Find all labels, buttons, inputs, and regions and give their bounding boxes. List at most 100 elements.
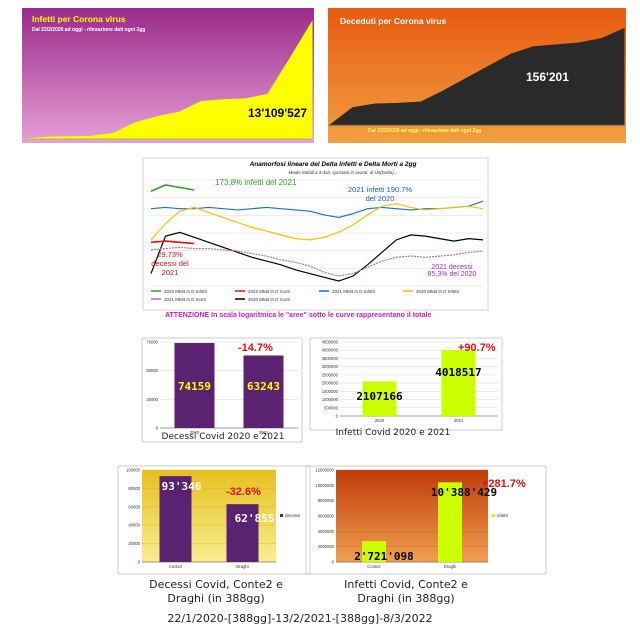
y-tick-label: 100000 (126, 468, 141, 473)
y-tick-label: 8000000 (318, 498, 335, 503)
footer-dates: 22/1/2020-[388gg]-13/2/2021-[388gg]-8/3/… (167, 612, 433, 625)
chart-frame (309, 337, 503, 431)
chart-subtitle: Dal 22/2/2020 ad oggi - rilevazione dati… (368, 128, 482, 134)
legend-swatch (280, 514, 283, 517)
caption-infetti-conte-draghi: Infetti Covid, Conte2 e Draghi (in 388gg… (344, 578, 468, 605)
legend-label: decessi (285, 513, 300, 518)
delta-line-chart: 2022 MM3 ln D Infetti 2022 MM3 ln D morti… (142, 157, 489, 326)
y-tick-label: 75000 (146, 340, 158, 345)
annotation-2022-infetti: 173.8% infetti del 2021 (215, 178, 297, 187)
chart-title: Infetti per Corona virus (32, 14, 126, 24)
plot-frame (142, 157, 489, 311)
area-series (23, 20, 313, 140)
x-tick-label: Conte2 (367, 564, 381, 569)
y-tick-label: 0 (332, 560, 335, 565)
caption-decessi-conte-draghi: Decessi Covid, Conte2 e Draghi (in 388gg… (149, 578, 283, 605)
y-tick-label: 4000000 (322, 348, 339, 353)
chart-title: Deceduti per Corona virus (340, 16, 447, 26)
y-tick-label: 12000000 (315, 468, 334, 473)
bar (243, 355, 284, 428)
annotation-2021-decessi: 2021 decessi 85.3% del 2020 (427, 264, 477, 278)
decessi-bar-svg: 75000 50000 25000 0 2020 74159 2021 63243 (141, 337, 303, 443)
bar (362, 541, 386, 562)
y-tick-label: 25000 (146, 397, 158, 402)
value-label: 74159 (178, 380, 211, 393)
y-tick-label: 1000000 (322, 397, 339, 402)
x-tick-label: Draghi (444, 564, 456, 569)
y-tick-label: 10000000 (315, 483, 334, 488)
change-percent: +90.7% (458, 342, 496, 354)
y-tick-label: 0 (336, 414, 339, 419)
infetti-bar-svg: 4500000 4000000 3500000 3000000 2500000 20000… (309, 337, 503, 431)
decessi-conte-draghi-chart: 100000 80000 60000 40000 20000 0 Conte2 93'346 D… (117, 465, 311, 575)
y-tick-label: 3500000 (322, 356, 339, 361)
line-series (150, 246, 484, 277)
x-tick-label: 2021 (259, 430, 269, 435)
value-label: 62'855 (235, 512, 275, 525)
x-tick-label: 2021 (454, 418, 464, 423)
annotation-2021-infetti: 2021 infetti 190.7% del 2020 (347, 185, 413, 203)
x-tick-label: Conte2 (169, 564, 183, 569)
change-percent: -14.7% (238, 342, 273, 354)
bar (441, 349, 476, 416)
bar (438, 482, 462, 562)
annotation-2022-decessi: 29.73% decessi del 2021 (151, 250, 189, 277)
legend-label: 2020 MM3 ln D morti (248, 297, 290, 302)
chart-frame (141, 337, 303, 443)
x-tick-label: 2020 (190, 430, 200, 435)
chart-title: Anamorfosi lineare del Delta Infetti e D… (249, 161, 417, 168)
bar (362, 381, 397, 416)
legend-label: 2022 MM3 ln D morti (248, 289, 290, 294)
y-tick-label: 6000000 (318, 514, 335, 519)
infetti-area-svg (22, 8, 314, 143)
decessi-2020-2021-chart: 75000 50000 25000 0 2020 74159 2021 63243 -14.7… (141, 337, 303, 443)
chart-frame (117, 465, 311, 575)
bar (174, 342, 215, 428)
infetti-conte-draghi-svg: 12000000 10000000 8000000 6000000 4000000 200… (305, 465, 547, 575)
y-tick-label: 40000 (128, 523, 140, 528)
deceduti-area-svg (328, 8, 626, 143)
deceduti-area-chart: Deceduti per Corona virus Dal 22/2/2020 … (328, 8, 626, 143)
infetti-conte-draghi-chart: 12000000 10000000 8000000 6000000 4000000 200… (305, 465, 547, 575)
line-series (150, 200, 484, 219)
y-tick-label: 1500000 (322, 389, 339, 394)
y-tick-label: 60000 (128, 504, 140, 509)
change-percent: -32.6% (226, 486, 261, 498)
value-label: 93'346 (162, 480, 202, 493)
line-series (150, 231, 484, 282)
legend-swatch (492, 514, 495, 517)
infetti-area-chart: Infetti per Corona virus Dal 22/2/2020 a… (22, 8, 314, 143)
y-tick-label: 80000 (128, 486, 140, 491)
total-label: 13'109'527 (248, 106, 308, 120)
x-tick-label: Draghi (236, 564, 248, 569)
value-label: 10'388'429 (431, 486, 497, 499)
warning-note: ATTENZIONE In scala logaritmica le "aree… (165, 312, 432, 319)
total-label: 156'201 (526, 70, 569, 84)
y-tick-label: 2000000 (318, 544, 335, 549)
value-label: 2'721'098 (354, 550, 414, 563)
value-label: 4018517 (435, 366, 481, 379)
change-percent: +281.7% (482, 478, 526, 490)
x-tick-label: 2020 (375, 418, 385, 423)
bar (226, 504, 259, 562)
chart-subtitle: Dal 22/2/2020 ad oggi - rilevazione dati… (32, 27, 146, 33)
y-tick-label: 0 (156, 426, 159, 431)
chart-frame (305, 465, 547, 575)
legend-label: 2022 MM3 ln D Infetti (164, 289, 207, 294)
caption-decessi-2020-2021: Decessi Covid 2020 e 2021 (161, 432, 285, 442)
line-series (150, 203, 484, 241)
y-tick-label: 50000 (146, 368, 158, 373)
delta-line-svg: 2022 MM3 ln D Infetti 2022 MM3 ln D morti… (142, 157, 489, 311)
caption-infetti-2020-2021: Infetti Covid 2020 e 2021 (335, 428, 451, 438)
line-series (150, 240, 195, 245)
legend-label: infetti (497, 513, 508, 518)
legend-label: 2021 MM3 ln D Infetti (332, 289, 375, 294)
y-tick-label: 20000 (128, 541, 140, 546)
line-series (150, 184, 195, 192)
y-tick-label: 2000000 (322, 381, 339, 386)
y-tick-label: 4500000 (322, 340, 339, 345)
y-tick-label: 4000000 (318, 529, 335, 534)
y-tick-label: 0 (138, 560, 141, 565)
y-tick-label: 3000000 (322, 364, 339, 369)
y-tick-label: 2500000 (322, 372, 339, 377)
